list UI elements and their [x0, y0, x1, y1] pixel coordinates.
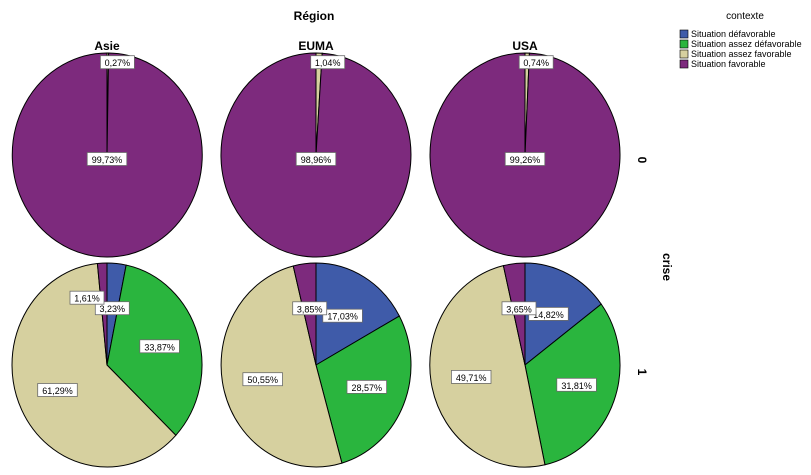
data-label-box	[139, 339, 180, 354]
data-label-box	[86, 152, 128, 166]
pie-panels: 0,27% 99,73% 1,04% 98,96% 0,74% 99,26% 3,23% 33…	[11, 52, 621, 468]
data-label-situation-assez-defavorable: 28,57%	[352, 383, 383, 393]
legend-entry-situation-assez-defavorable: Situation assez défavorable	[691, 39, 802, 49]
data-label-box	[295, 152, 337, 166]
pie-asie-crise-1: 3,23% 33,87% 61,29% 1,61%	[11, 262, 203, 468]
data-label-situation-defavorable: 17,03%	[327, 312, 358, 322]
data-label-situation-favorable: 99,26%	[510, 155, 541, 165]
slice-situation-assez-favorable	[11, 262, 177, 468]
data-label-box	[292, 301, 328, 316]
data-label-situation-favorable: 99,73%	[92, 155, 123, 165]
data-label-box	[100, 55, 135, 70]
data-label-situation-favorable: 3,65%	[506, 304, 532, 314]
data-label-box	[450, 369, 492, 384]
legend-swatch-situation-assez-defavorable	[679, 39, 689, 49]
row-header-0: 0	[635, 157, 649, 164]
data-label-box	[37, 383, 78, 397]
legend-swatch-situation-favorable	[679, 59, 689, 69]
chart-title: Région	[294, 9, 335, 23]
slice-situation-assez-favorable	[429, 265, 546, 468]
row-header-1: 1	[635, 369, 649, 376]
data-label-situation-favorable: 1,61%	[74, 294, 100, 304]
pie-asie-crise-0: 0,27% 99,73%	[11, 52, 203, 258]
data-label-box	[518, 55, 554, 70]
data-label-box	[94, 301, 130, 316]
data-label-situation-assez-favorable: 61,29%	[42, 386, 73, 396]
row-axis-label: crise	[660, 253, 674, 281]
data-label-box	[242, 372, 283, 387]
data-label-box	[504, 152, 546, 166]
data-label-situation-assez-favorable: 0,74%	[523, 58, 549, 68]
pie-euma-crise-0: 1,04% 98,96%	[220, 52, 412, 258]
column-header-usa: USA	[512, 39, 538, 53]
pie-usa-crise-1: 14,82% 31,81% 49,71% 3,65%	[429, 262, 621, 468]
data-label-situation-assez-favorable: 1,04%	[315, 58, 341, 68]
legend-entry-situation-assez-favorable: Situation assez favorable	[691, 49, 792, 59]
legend-swatch-situation-assez-favorable	[679, 49, 689, 59]
pie-euma-crise-1: 17,03% 28,57% 50,55% 3,85%	[220, 262, 412, 468]
data-label-situation-assez-favorable: 50,55%	[247, 375, 278, 385]
legend-title: contexte	[726, 11, 764, 22]
data-label-box	[346, 379, 387, 394]
data-label-situation-assez-defavorable: 31,81%	[561, 381, 592, 391]
legend-entry-situation-defavorable: Situation défavorable	[691, 29, 776, 39]
data-label-situation-favorable: 98,96%	[301, 155, 332, 165]
slice-situation-assez-favorable	[220, 265, 343, 468]
data-label-box	[310, 55, 346, 70]
column-header-asie: Asie	[94, 39, 120, 53]
column-header-euma: EUMA	[298, 39, 334, 53]
data-label-box	[69, 290, 105, 305]
legend: contexte Situation défavorableSituation …	[679, 11, 802, 69]
data-label-situation-defavorable: 3,23%	[100, 304, 126, 314]
pie-usa-crise-0: 0,74% 99,26%	[429, 52, 621, 258]
legend-entry-situation-favorable: Situation favorable	[691, 59, 766, 69]
legend-swatch-situation-defavorable	[679, 29, 689, 39]
data-label-box	[556, 377, 597, 392]
data-label-situation-defavorable: 14,82%	[533, 310, 564, 320]
data-label-situation-assez-favorable: 0,27%	[105, 58, 131, 68]
data-label-situation-assez-defavorable: 33,87%	[144, 342, 175, 352]
data-label-situation-favorable: 3,85%	[297, 304, 323, 314]
data-label-situation-assez-favorable: 49,71%	[456, 373, 487, 383]
data-label-box	[501, 301, 537, 316]
data-label-box	[322, 308, 363, 323]
